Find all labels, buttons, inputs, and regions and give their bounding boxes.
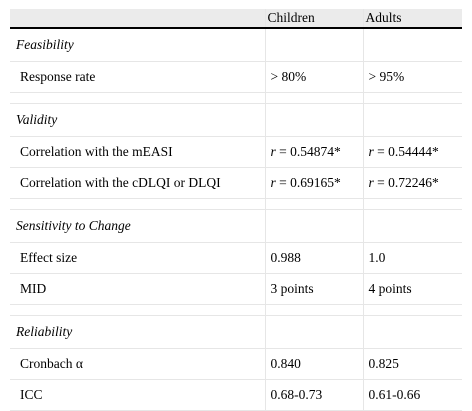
value-text: = 0.69165* <box>275 175 341 190</box>
value-text: = 0.54874* <box>275 144 341 159</box>
row-children-value: 0.840 <box>264 348 363 380</box>
header-children: Children <box>264 9 363 29</box>
row-children-value: r = 0.54874* <box>264 136 363 168</box>
table-row: Cronbach α 0.840 0.825 <box>10 348 462 380</box>
r-symbol: r <box>270 175 276 190</box>
section-title: Feasibility <box>10 28 265 62</box>
row-label: MID <box>10 273 265 305</box>
section-row-sensitivity: Sensitivity to Change <box>10 209 462 243</box>
row-label: Cronbach α <box>10 348 265 380</box>
row-adults-value: 0.825 <box>362 348 462 380</box>
row-children-value: 3 points <box>264 273 363 305</box>
section-title: Sensitivity to Change <box>10 209 265 243</box>
results-table: Children Adults Feasibility Response rat… <box>10 9 462 411</box>
section-title: Validity <box>10 103 265 137</box>
section-title: Reliability <box>10 315 265 349</box>
table-row: Effect size 0.988 1.0 <box>10 242 462 274</box>
section-spacer <box>10 198 462 210</box>
section-row-validity: Validity <box>10 103 462 137</box>
section-spacer <box>10 304 462 316</box>
table-header-row: Children Adults <box>10 9 462 29</box>
row-label: Correlation with the mEASI <box>10 136 265 168</box>
r-symbol: r <box>368 175 374 190</box>
section-row-reliability: Reliability <box>10 315 462 349</box>
row-adults-value: r = 0.54444* <box>362 136 462 168</box>
table-row: Correlation with the mEASI r = 0.54874* … <box>10 136 462 168</box>
row-label: Effect size <box>10 242 265 274</box>
header-adults: Adults <box>362 9 462 29</box>
results-table-container: Children Adults Feasibility Response rat… <box>10 9 462 411</box>
row-adults-value: 1.0 <box>362 242 462 274</box>
row-label: Correlation with the cDLQI or DLQI <box>10 167 265 199</box>
row-children-value: 0.988 <box>264 242 363 274</box>
row-children-value: r = 0.69165* <box>264 167 363 199</box>
header-label <box>10 9 265 29</box>
row-children-value: > 80% <box>264 61 363 93</box>
table-row: Correlation with the cDLQI or DLQI r = 0… <box>10 167 462 199</box>
row-adults-value: > 95% <box>362 61 462 93</box>
row-adults-value: 4 points <box>362 273 462 305</box>
r-symbol: r <box>368 144 374 159</box>
table-row: MID 3 points 4 points <box>10 273 462 305</box>
r-symbol: r <box>270 144 276 159</box>
value-text: = 0.72246* <box>373 175 439 190</box>
section-row-feasibility: Feasibility <box>10 28 462 62</box>
row-label: Response rate <box>10 61 265 93</box>
row-adults-value: r = 0.72246* <box>362 167 462 199</box>
section-spacer <box>10 92 462 104</box>
value-text: = 0.54444* <box>373 144 439 159</box>
table-row: Response rate > 80% > 95% <box>10 61 462 93</box>
